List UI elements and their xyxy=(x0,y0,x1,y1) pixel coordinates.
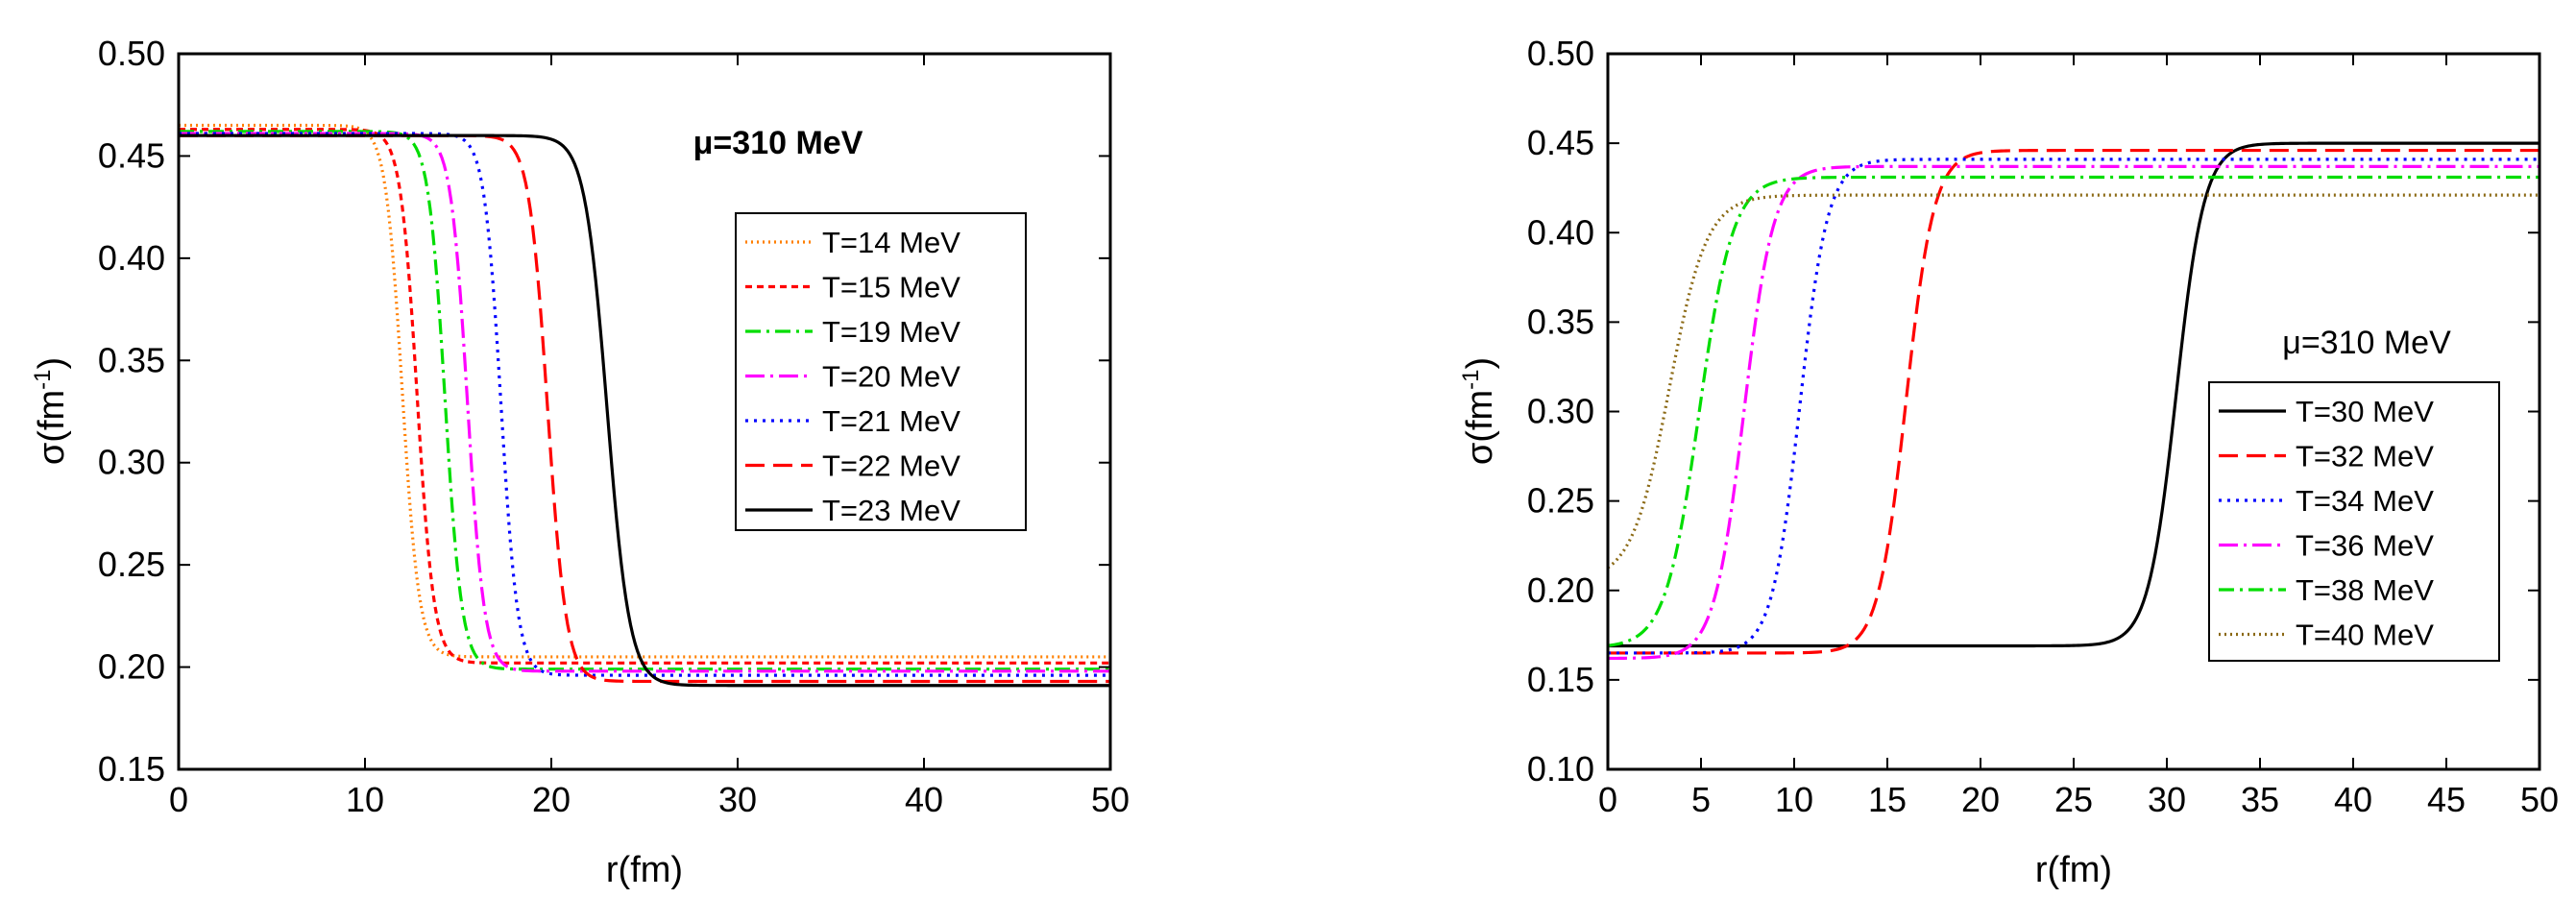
right-y-tick-label: 0.50 xyxy=(1527,34,1594,73)
right-legend-box xyxy=(2208,381,2500,662)
left-y-tick-label: 0.35 xyxy=(98,340,165,379)
left-x-tick-label: 0 xyxy=(169,780,188,819)
left-legend-label: T=22 MeV xyxy=(822,449,960,483)
right-y-tick-label: 0.40 xyxy=(1527,212,1594,252)
right-x-tick-label: 5 xyxy=(1691,780,1711,819)
left-y-axis-title: σ(fm-1) xyxy=(30,357,72,465)
left-y-title-close: ) xyxy=(32,357,72,370)
right-x-tick-label: 10 xyxy=(1775,780,1813,819)
right-x-tick-label: 0 xyxy=(1598,780,1617,819)
right-legend-items: T=30 MeV T=32 MeV T=34 MeV T=36 MeV T=38 MeV… xyxy=(2219,395,2434,652)
right-chart: 0 5 10 15 20 25 30 35 40 45 50 0.10 0.15 0.20 0.25 0.30… xyxy=(1458,34,2559,890)
right-y-tick-label: 0.15 xyxy=(1527,660,1594,699)
left-legend-label: T=19 MeV xyxy=(822,315,960,349)
left-x-tick-label: 30 xyxy=(718,780,757,819)
left-legend-items: T=14 MeV T=15 MeV T=19 MeV T=20 MeV T=21 MeV… xyxy=(745,226,960,527)
right-legend-label: T=30 MeV xyxy=(2296,395,2434,428)
right-y-title-main: σ(fm xyxy=(1460,390,1500,465)
left-y-title-main: σ(fm xyxy=(32,390,72,465)
left-x-tick-label: 20 xyxy=(532,780,571,819)
right-legend: T=30 MeV T=32 MeV T=34 MeV T=36 MeV T=38 MeV… xyxy=(2208,381,2500,662)
right-x-axis-title: r(fm) xyxy=(2035,850,2112,890)
left-y-tick-label: 0.50 xyxy=(98,34,165,73)
right-y-tick-label: 0.35 xyxy=(1527,302,1594,341)
left-x-tick-label: 50 xyxy=(1091,780,1130,819)
left-annotation: μ=310 MeV xyxy=(693,125,863,161)
left-legend-label: T=14 MeV xyxy=(822,226,960,259)
right-series-line-3 xyxy=(1608,164,2540,661)
right-series-layer xyxy=(1608,141,2540,661)
left-series-layer xyxy=(179,123,1110,688)
right-y-tick-label: 0.10 xyxy=(1527,749,1594,789)
right-y-title-close: ) xyxy=(1460,357,1500,370)
left-legend-label: T=23 MeV xyxy=(822,494,960,527)
right-y-title-sup: -1 xyxy=(1458,369,1484,389)
right-y-tick-label: 0.20 xyxy=(1527,570,1594,610)
left-x-tick-label: 10 xyxy=(346,780,384,819)
right-series-line-4 xyxy=(1608,175,2540,647)
left-plot-frame xyxy=(177,52,1112,771)
right-y-tick-label: 0.45 xyxy=(1527,123,1594,162)
left-ticks: 0 10 20 30 40 50 0.15 0.20 0.25 0.30 0.35 0.40 0.45 0… xyxy=(98,34,1130,819)
right-x-tick-label: 20 xyxy=(1961,780,2000,819)
right-legend-label: T=32 MeV xyxy=(2296,440,2434,473)
right-y-axis-title: σ(fm-1) xyxy=(1458,357,1500,465)
right-legend-label: T=40 MeV xyxy=(2296,619,2434,652)
left-x-tick-label: 40 xyxy=(905,780,943,819)
left-y-tick-label: 0.40 xyxy=(98,238,165,278)
right-x-tick-label: 50 xyxy=(2520,780,2559,819)
right-legend-label: T=34 MeV xyxy=(2296,484,2434,518)
left-series-line-4 xyxy=(179,132,1110,677)
right-x-tick-label: 15 xyxy=(1868,780,1907,819)
right-series-line-0 xyxy=(1608,141,2540,648)
left-y-tick-label: 0.15 xyxy=(98,749,165,789)
right-legend-label: T=36 MeV xyxy=(2296,529,2434,563)
left-x-axis-title: r(fm) xyxy=(606,850,683,890)
right-annotation: μ=310 MeV xyxy=(2282,325,2451,361)
right-x-tick-label: 45 xyxy=(2427,780,2466,819)
left-y-tick-label: 0.45 xyxy=(98,135,165,175)
left-chart: 0 10 20 30 40 50 0.15 0.20 0.25 0.30 0.35 0.40 0.45 0… xyxy=(30,34,1130,890)
left-y-tick-label: 0.20 xyxy=(98,647,165,687)
left-legend-box xyxy=(735,212,1027,531)
left-legend: T=14 MeV T=15 MeV T=19 MeV T=20 MeV T=21 MeV… xyxy=(735,212,1027,531)
right-x-tick-label: 35 xyxy=(2241,780,2279,819)
left-legend-label: T=21 MeV xyxy=(822,404,960,438)
left-series-line-0 xyxy=(179,123,1110,659)
left-series-line-6 xyxy=(179,133,1110,688)
right-x-tick-label: 40 xyxy=(2334,780,2372,819)
right-y-tick-label: 0.30 xyxy=(1527,392,1594,431)
left-legend-label: T=15 MeV xyxy=(822,271,960,304)
right-x-tick-label: 25 xyxy=(2054,780,2093,819)
right-legend-label: T=38 MeV xyxy=(2296,573,2434,607)
left-y-title-sup: -1 xyxy=(30,369,56,389)
left-legend-label: T=20 MeV xyxy=(822,360,960,394)
right-series-line-1 xyxy=(1608,148,2540,655)
right-x-tick-label: 30 xyxy=(2148,780,2186,819)
left-y-tick-label: 0.25 xyxy=(98,545,165,584)
left-series-line-1 xyxy=(179,128,1110,665)
right-y-tick-label: 0.25 xyxy=(1527,481,1594,521)
left-y-tick-label: 0.30 xyxy=(98,443,165,482)
right-ticks: 0 5 10 15 20 25 30 35 40 45 50 0.10 0.15 0.20 0.25 0.30… xyxy=(1527,34,2559,819)
